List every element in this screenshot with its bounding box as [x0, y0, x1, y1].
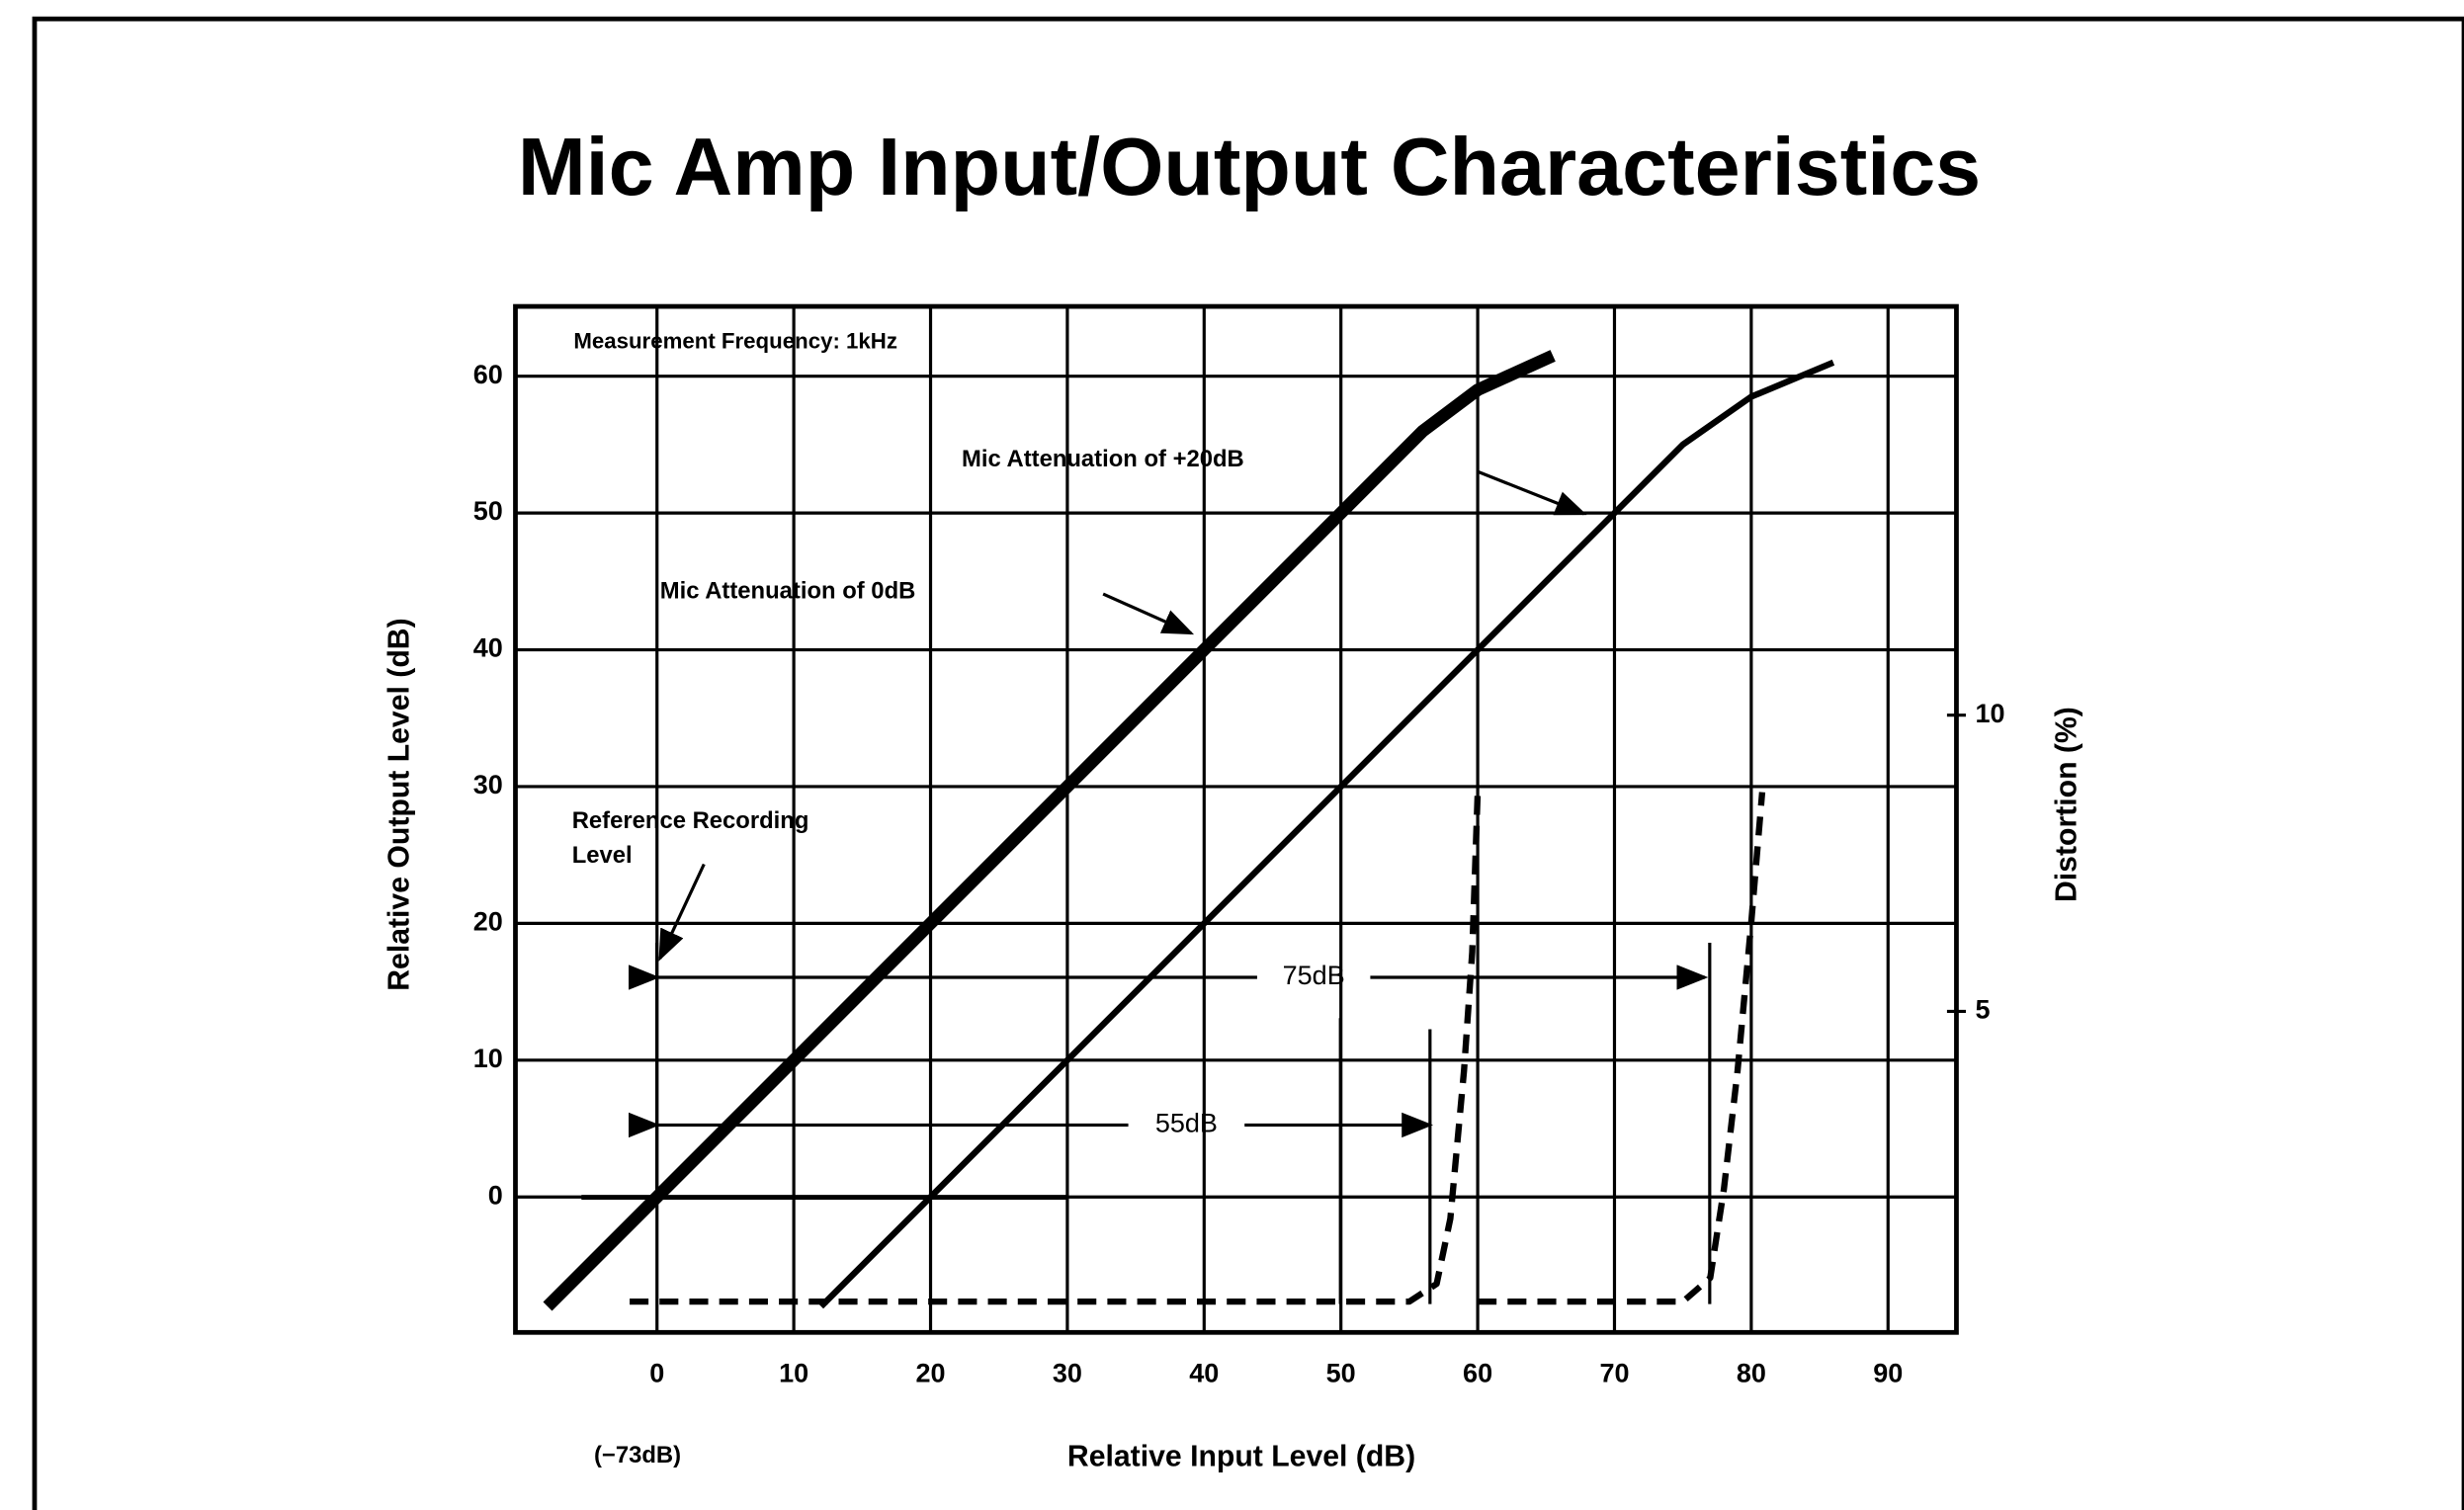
reference-label: Reference Recording	[572, 807, 809, 834]
x-tick-label: 0	[649, 1358, 664, 1387]
x-tick-label: 30	[1053, 1358, 1082, 1387]
y2-axis-label: Distortion (%)	[2050, 707, 2082, 902]
x-tick-label: 10	[779, 1358, 808, 1387]
span-label: 75dB	[1283, 961, 1345, 990]
series-label: Mic Attenuation of 0dB	[660, 578, 916, 605]
x-tick-label: 60	[1463, 1358, 1492, 1387]
x-axis-label: Relative Input Level (dB)	[1067, 1440, 1415, 1472]
arrow	[1102, 592, 1195, 635]
series-label: Mic Attenuation of +20dB	[962, 446, 1244, 472]
arrow	[1476, 469, 1587, 516]
y-tick-label: 0	[488, 1180, 503, 1210]
series-line	[543, 350, 1556, 1311]
y-tick-label: 60	[473, 360, 503, 389]
measurement-note: Measurement Frequency: 1kHz	[573, 329, 897, 354]
frame	[32, 16, 2464, 1510]
y-axis-label: Relative Output Level (dB)	[382, 618, 415, 990]
distortion-line	[630, 792, 1482, 1305]
y-tick-label: 50	[473, 496, 503, 526]
series-line	[818, 359, 1835, 1309]
plot-frame	[513, 303, 1959, 1335]
x-tick-label: 80	[1737, 1358, 1766, 1387]
x-tick-label: 50	[1326, 1358, 1356, 1387]
x-axis-note: (−73dB)	[594, 1442, 681, 1468]
x-tick-label: 90	[1873, 1358, 1903, 1387]
x-tick-label: 40	[1189, 1358, 1219, 1387]
span-label: 55dB	[1155, 1109, 1218, 1138]
reference-label: Level	[572, 842, 633, 869]
distortion-line	[1478, 792, 1766, 1305]
y-tick-label: 10	[473, 1044, 503, 1073]
arrow	[658, 863, 706, 962]
y-tick-label: 20	[473, 907, 503, 937]
x-tick-label: 20	[915, 1358, 945, 1387]
x-tick-label: 70	[1599, 1358, 1629, 1387]
y-tick-label: 30	[473, 770, 503, 799]
y-tick-label: 40	[473, 633, 503, 663]
chart-title: Mic Amp Input/Output Characteristics	[518, 121, 1981, 212]
y2-tick-label: 5	[1976, 995, 1991, 1025]
y2-tick-label: 10	[1976, 699, 2005, 728]
